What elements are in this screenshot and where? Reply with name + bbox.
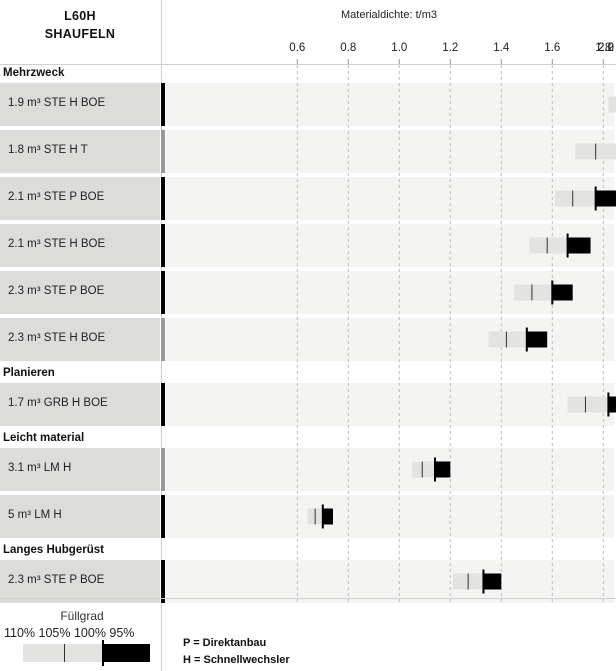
- section-header: Planieren: [3, 367, 55, 379]
- dark-range-bar: [435, 461, 451, 478]
- x-tick-label: 0.8: [340, 42, 357, 54]
- light-range-bar: [608, 96, 616, 113]
- dark-range-bar: [595, 190, 616, 207]
- row-plot-background: [166, 448, 614, 491]
- marker-100: [321, 504, 324, 529]
- row-label-cell: [0, 130, 160, 173]
- dark-range-bar: [608, 396, 616, 413]
- row-label: 2.1 m³ STE P BOE: [8, 191, 105, 203]
- light-range-bar: [567, 396, 609, 413]
- x-tick-label: 1.8: [595, 42, 612, 54]
- light-range-bar: [554, 190, 596, 207]
- row-label: 2.1 m³ STE H BOE: [8, 238, 106, 250]
- marker-100: [566, 233, 569, 258]
- marker-100: [525, 327, 528, 352]
- marker-100: [434, 457, 436, 482]
- dark-range-bar: [483, 573, 502, 590]
- x-tick-label: 1.2: [442, 42, 459, 54]
- row-label-cell: [0, 560, 160, 603]
- dark-range-bar: [322, 508, 333, 525]
- row-plot-background: [166, 495, 614, 538]
- row-plot-background: [166, 130, 614, 173]
- row-label: 2.3 m³ STE P BOE: [8, 285, 105, 297]
- light-range-bar: [514, 284, 553, 301]
- marker-100: [482, 569, 485, 594]
- light-range-bar: [412, 461, 435, 478]
- x-tick-label: 1.0: [391, 42, 408, 54]
- row-plot-background: [166, 83, 614, 126]
- row-label-cell: [0, 271, 160, 314]
- row-label: 2.3 m³ STE H BOE: [8, 332, 106, 344]
- x-tick-label: 2.0: [598, 42, 614, 54]
- row-label-cell: [0, 383, 160, 426]
- legend-light-bar: [23, 644, 103, 662]
- row-label: 1.9 m³ STE H BOE: [8, 97, 106, 109]
- row-marker-strip: [161, 130, 165, 173]
- row-marker-strip: [161, 271, 165, 314]
- row-plot-background: [166, 177, 614, 220]
- row-marker-strip: [161, 224, 165, 267]
- row-marker-strip: [161, 177, 165, 220]
- marker-100: [551, 280, 554, 305]
- row-label: 1.8 m³ STE H T: [8, 144, 88, 156]
- legend-percentages: 110% 105% 100% 95%: [4, 626, 135, 640]
- legend-title: Füllgrad: [60, 609, 104, 623]
- dark-range-bar: [526, 331, 548, 348]
- row-marker-strip: [161, 560, 165, 603]
- x-tick-label: 1.4: [493, 42, 510, 54]
- section-header: Leicht material: [3, 432, 85, 444]
- note-schnellwechsler: H = Schnellwechsler: [183, 654, 290, 666]
- legend-dark-bar: [103, 644, 150, 662]
- row-label: 3.1 m³ LM H: [8, 462, 72, 474]
- row-label: 1.7 m³ GRB H BOE: [8, 397, 108, 409]
- marker-100: [594, 186, 597, 211]
- row-marker-strip: [161, 318, 165, 361]
- note-direktanbau: P = Direktanbau: [183, 637, 267, 649]
- section-header: Mehrzweck: [3, 67, 65, 79]
- x-tick-label: 0.6: [289, 42, 306, 54]
- row-label-cell: [0, 83, 160, 126]
- row-label-cell: [0, 224, 160, 267]
- row-marker-strip: [161, 495, 165, 538]
- marker-100: [607, 392, 610, 417]
- dark-range-bar: [567, 237, 591, 254]
- row-label-cell: [0, 177, 160, 220]
- row-marker-strip: [161, 83, 165, 126]
- legend-marker-100: [102, 640, 104, 666]
- row-marker-strip: [161, 448, 165, 491]
- dark-range-bar: [552, 284, 573, 301]
- row-plot-background: [166, 383, 614, 426]
- row-marker-strip: [161, 383, 165, 426]
- category-title: SHAUFELN: [44, 27, 116, 41]
- light-range-bar: [529, 237, 568, 254]
- light-range-bar: [488, 331, 527, 348]
- row-label: 2.3 m³ STE P BOE: [8, 574, 105, 586]
- row-label-cell: [0, 495, 160, 538]
- row-label-cell: [0, 448, 160, 491]
- x-axis-title: Materialdichte: t/m3: [341, 9, 437, 21]
- x-tick-label: 1.6: [544, 42, 561, 54]
- model-title: L60H: [64, 9, 96, 23]
- row-label: 5 m³ LM H: [8, 509, 62, 521]
- row-plot-background: [166, 560, 614, 603]
- section-header: Langes Hubgerüst: [3, 544, 104, 556]
- row-label-cell: [0, 318, 160, 361]
- x-tick-label: 2.2: [598, 42, 614, 54]
